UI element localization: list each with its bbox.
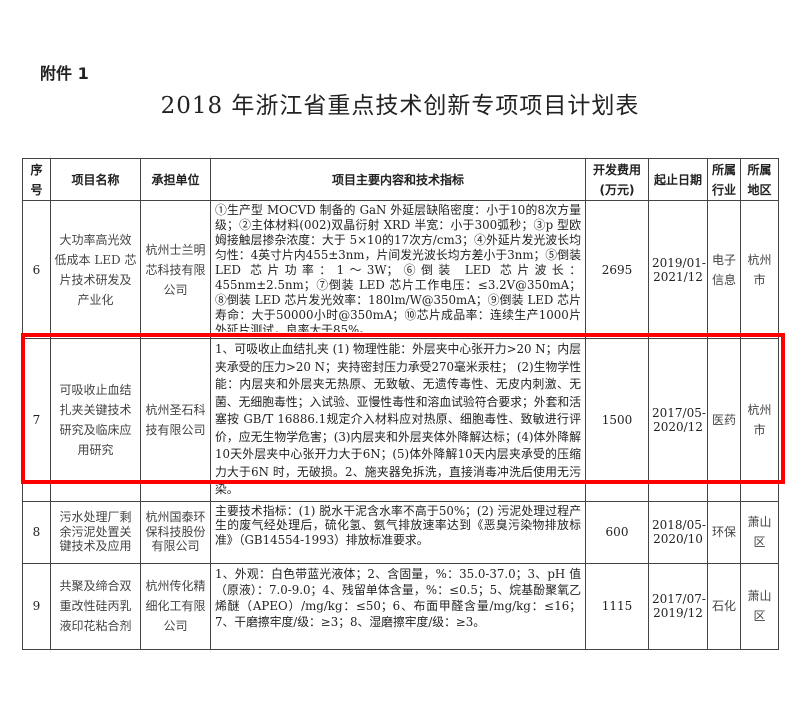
- cell-cost: 1115: [585, 562, 649, 650]
- cell-date: 2019/01-2021/12: [648, 200, 708, 339]
- cell-name: 可吸收止血结扎夹关键技术研究及临床应用研究: [50, 338, 141, 502]
- header-unit: 承担单位: [140, 158, 211, 201]
- cell-unit: 杭州圣石科技有限公司: [140, 338, 211, 502]
- content-text: ①生产型 MOCVD 制备的 GaN 外延层缺陷密度：小于10的8次方量级；②主…: [215, 203, 581, 332]
- cell-no: 6: [22, 200, 51, 339]
- cell-unit: 杭州士兰明芯科技有限公司: [140, 200, 211, 339]
- cell-date: 2017/07-2019/12: [648, 562, 708, 650]
- cell-name: 大功率高光效低成本 LED 芯片技术研发及产业化: [50, 200, 141, 339]
- cell-name: 污水处理厂剩余污泥处置关键技术及应用: [50, 500, 141, 564]
- header-date: 起止日期: [648, 158, 708, 201]
- cell-industry: 电子信息: [707, 200, 741, 339]
- cell-content: ①生产型 MOCVD 制备的 GaN 外延层缺陷密度：小于10的8次方量级；②主…: [210, 200, 586, 339]
- cell-unit: 杭州传化精细化工有限公司: [140, 562, 211, 650]
- attachment-label: 附件 1: [40, 64, 89, 83]
- cell-cost: 600: [585, 500, 649, 564]
- cell-no: 8: [22, 500, 51, 564]
- cell-content: 1、可吸收止血结扎夹 (1) 物理性能：外层夹中心张开力>20 N；内层夹承受的…: [210, 338, 586, 502]
- header-region: 所属地区: [740, 158, 779, 201]
- cell-date: 2017/05-2020/12: [648, 338, 708, 502]
- table-row: 7 可吸收止血结扎夹关键技术研究及临床应用研究 杭州圣石科技有限公司 1、可吸收…: [22, 338, 779, 502]
- cell-no: 9: [22, 562, 51, 650]
- header-cost: 开发费用(万元): [585, 158, 649, 201]
- cell-cost: 1500: [585, 338, 649, 502]
- cell-no: 7: [22, 338, 51, 502]
- cell-region: 萧山区: [740, 500, 779, 564]
- cell-industry: 石化: [707, 562, 741, 650]
- cell-industry: 环保: [707, 500, 741, 564]
- header-industry: 所属行业: [707, 158, 741, 201]
- cell-content: 主要技术指标：(1) 脱水干泥含水率不高于50%；(2) 污泥处理过程产生的废气…: [210, 500, 586, 564]
- cell-content: 1、外观：白色带蓝光液体；2、含固量，%：35.0-37.0；3、pH 值（原液…: [210, 562, 586, 650]
- cell-industry: 医药: [707, 338, 741, 502]
- cell-region: 杭州市: [740, 338, 779, 502]
- header-content: 项目主要内容和技术指标: [210, 158, 586, 201]
- header-no: 序号: [22, 158, 51, 201]
- table-row: 9 共聚及缔合双重改性硅丙乳液印花粘合剂 杭州传化精细化工有限公司 1、外观：白…: [22, 562, 779, 650]
- document-title: 2018 年浙江省重点技术创新专项项目计划表: [160, 93, 640, 119]
- project-table: 序号 项目名称 承担单位 项目主要内容和技术指标 开发费用(万元) 起止日期 所…: [22, 158, 779, 650]
- table-header-row: 序号 项目名称 承担单位 项目主要内容和技术指标 开发费用(万元) 起止日期 所…: [22, 158, 779, 201]
- table-row: 8 污水处理厂剩余污泥处置关键技术及应用 杭州国泰环保科技股份有限公司 主要技术…: [22, 500, 779, 564]
- cell-unit: 杭州国泰环保科技股份有限公司: [140, 500, 211, 564]
- cell-region: 萧山区: [740, 562, 779, 650]
- cell-cost: 2695: [585, 200, 649, 339]
- table-row: 6 大功率高光效低成本 LED 芯片技术研发及产业化 杭州士兰明芯科技有限公司 …: [22, 200, 779, 339]
- cell-date: 2018/05-2020/10: [648, 500, 708, 564]
- header-name: 项目名称: [50, 158, 141, 201]
- cell-name: 共聚及缔合双重改性硅丙乳液印花粘合剂: [50, 562, 141, 650]
- cell-region: 杭州市: [740, 200, 779, 339]
